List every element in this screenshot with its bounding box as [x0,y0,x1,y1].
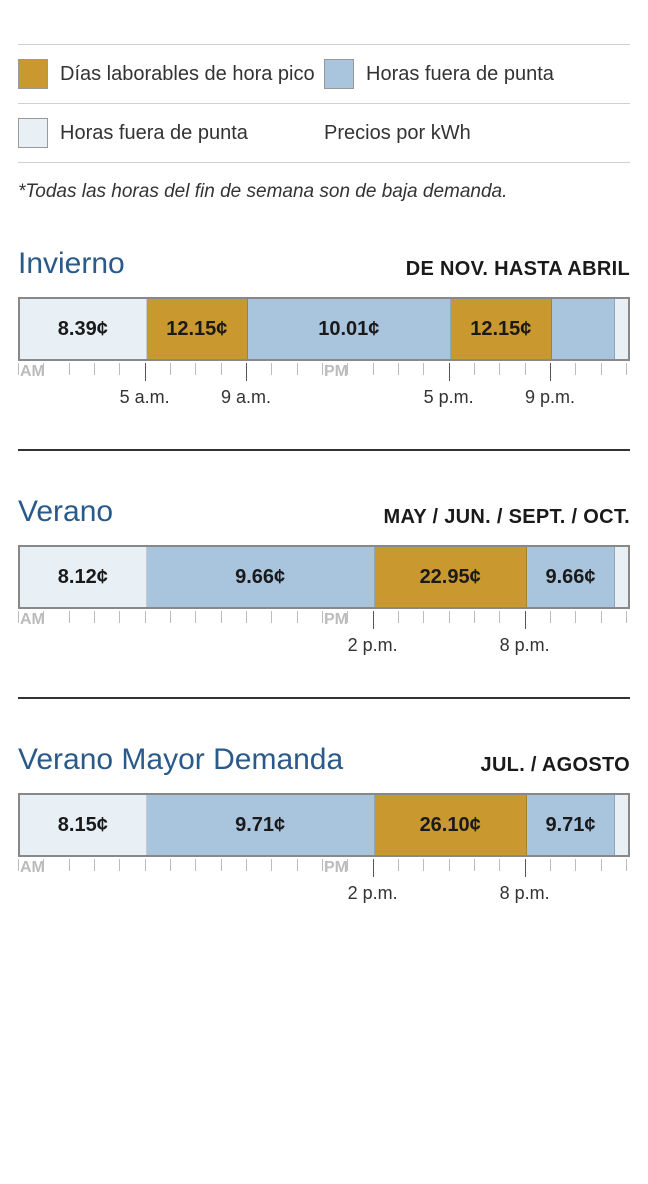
price-segment: 8.15¢ [20,795,147,855]
ampm-label: PM [324,611,348,629]
legend-label: Días laborables de hora pico [60,63,315,86]
ampm-label: AM [20,611,45,629]
section-divider [18,449,630,451]
section-title: Invierno [18,247,125,281]
ampm-label: AM [20,363,45,381]
price-segment: 9.71¢ [527,795,616,855]
price-segment: 10.01¢ [248,299,451,359]
price-segment: 9.66¢ [147,547,375,607]
legend-swatch [18,118,48,148]
price-segment: 9.71¢ [147,795,375,855]
section-subtitle: MAY / JUN. / SEPT. / OCT. [384,506,630,529]
ampm-label: AM [20,859,45,877]
legend-swatch [18,59,48,89]
time-label: 9 p.m. [525,387,575,408]
time-label: 9 a.m. [221,387,271,408]
section-divider [18,697,630,699]
price-segment: 26.10¢ [375,795,527,855]
section-subtitle: JUL. / AGOSTO [481,754,630,777]
footnote: *Todas las horas del fin de semana son d… [18,181,630,203]
time-label: 5 p.m. [424,387,474,408]
legend-swatch [324,59,354,89]
price-segment [615,299,628,359]
price-segment: 8.12¢ [20,547,147,607]
price-segment: 22.95¢ [375,547,527,607]
price-segment [615,547,628,607]
time-label: 2 p.m. [348,635,398,656]
price-segment [615,795,628,855]
time-label: 8 p.m. [500,883,550,904]
pricing-section: Verano Mayor DemandaJUL. / AGOSTO8.15¢9.… [18,743,630,907]
pricing-bar: 8.12¢9.66¢22.95¢9.66¢ [18,545,630,609]
legend-label: Horas fuera de punta [60,122,248,145]
price-segment: 12.15¢ [147,299,248,359]
section-title: Verano Mayor Demanda [18,743,343,777]
pricing-section: InviernoDE NOV. HASTA ABRIL8.39¢12.15¢10… [18,247,630,411]
legend-label: Precios por kWh [324,122,471,145]
pricing-section: VeranoMAY / JUN. / SEPT. / OCT.8.12¢9.66… [18,495,630,659]
legend-item: Días laborables de hora pico [18,59,324,89]
legend-item: Horas fuera de punta [324,59,630,89]
legend: Días laborables de hora pico Horas fuera … [18,44,630,163]
section-subtitle: DE NOV. HASTA ABRIL [406,258,630,281]
time-label: 5 a.m. [120,387,170,408]
section-title: Verano [18,495,113,529]
price-segment: 9.66¢ [527,547,616,607]
legend-item: Precios por kWh [324,122,630,145]
pricing-bar: 8.15¢9.71¢26.10¢9.71¢ [18,793,630,857]
time-label: 2 p.m. [348,883,398,904]
time-axis: AM PM [18,859,630,883]
time-label: 8 p.m. [500,635,550,656]
price-segment: 8.39¢ [20,299,147,359]
price-segment [552,299,615,359]
time-axis: AM PM [18,611,630,635]
pricing-bar: 8.39¢12.15¢10.01¢12.15¢ [18,297,630,361]
price-segment: 12.15¢ [451,299,552,359]
legend-item: Horas fuera de punta [18,118,324,148]
ampm-label: PM [324,859,348,877]
ampm-label: PM [324,363,348,381]
time-axis: AM PM [18,363,630,387]
legend-label: Horas fuera de punta [366,63,554,86]
